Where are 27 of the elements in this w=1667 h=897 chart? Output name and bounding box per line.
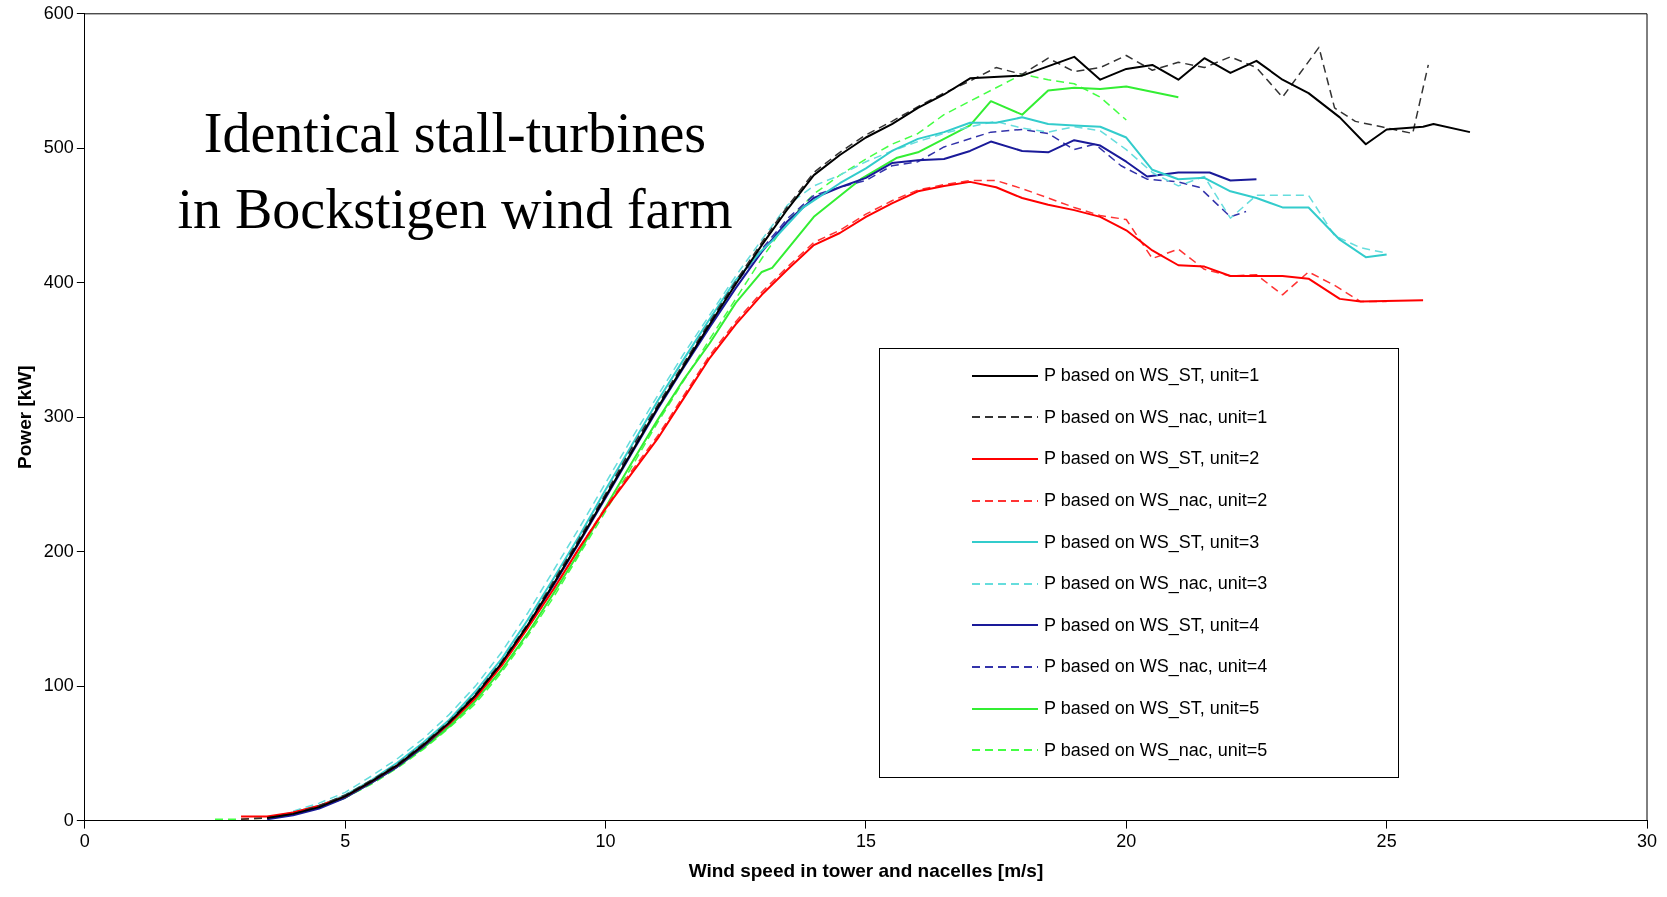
x-tick-label: 20 xyxy=(1116,831,1137,852)
x-tick-label: 25 xyxy=(1376,831,1397,852)
legend-label: P based on WS_ST, unit=5 xyxy=(1044,698,1260,720)
legend-label: P based on WS_nac, unit=4 xyxy=(1044,656,1268,678)
text: Identical stall-turbines in Bockstigen wind farm xyxy=(176,101,734,242)
y-tick-label: 100 xyxy=(43,675,74,696)
x-axis-title: Wind speed in tower and nacelles [m/s] xyxy=(688,859,1044,881)
x-tick-label: 10 xyxy=(595,831,616,852)
legend-label: P based on WS_nac, unit=5 xyxy=(1044,739,1268,761)
y-tick-label: 600 xyxy=(43,2,74,23)
legend-label: P based on WS_nac, unit=2 xyxy=(1044,490,1268,512)
y-tick-label: 500 xyxy=(43,137,74,158)
legend-label: P based on WS_nac, unit=3 xyxy=(1044,573,1268,595)
legend-label: P based on WS_ST, unit=4 xyxy=(1044,614,1260,636)
y-tick-label: 300 xyxy=(43,406,74,427)
legend-label: P based on WS_ST, unit=1 xyxy=(1044,365,1260,387)
x-tick-label: 5 xyxy=(340,831,351,852)
y-tick-label: 0 xyxy=(63,809,74,830)
legend-label: P based on WS_ST, unit=2 xyxy=(1044,448,1260,470)
y-tick-label: 400 xyxy=(43,271,74,292)
y-axis-title: Power [kW] xyxy=(13,365,35,469)
x-tick-label: 15 xyxy=(855,831,876,852)
legend-label: P based on WS_nac, unit=1 xyxy=(1044,406,1268,428)
x-tick-label: 30 xyxy=(1636,831,1658,852)
y-tick-label: 200 xyxy=(43,540,74,561)
legend-label: P based on WS_ST, unit=3 xyxy=(1044,531,1260,553)
x-tick-label: 0 xyxy=(79,831,90,852)
